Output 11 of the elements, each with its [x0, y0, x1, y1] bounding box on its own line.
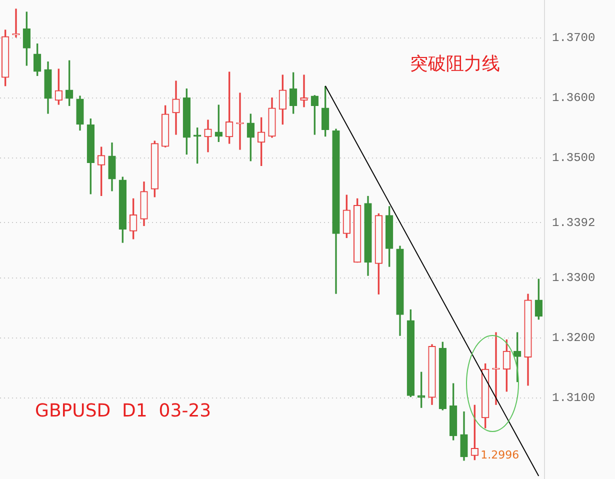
y-tick-label: 1.3500 — [552, 151, 596, 166]
annotation: 突破阻力线 — [410, 54, 500, 75]
y-tick-label: 1.3392 — [552, 216, 596, 230]
y-tick-label: 1.3300 — [552, 271, 596, 286]
y-tick-label: 1.3600 — [552, 91, 596, 106]
y-tick-label: 1.3200 — [552, 331, 596, 346]
y-tick-label: 1.3100 — [552, 391, 596, 406]
y-tick-label: 1.3700 — [552, 30, 596, 45]
annotation: 1.2996 — [480, 448, 520, 462]
annotation: GBPUSD D1 03-23 — [35, 400, 212, 422]
candlestick — [300, 74, 308, 108]
